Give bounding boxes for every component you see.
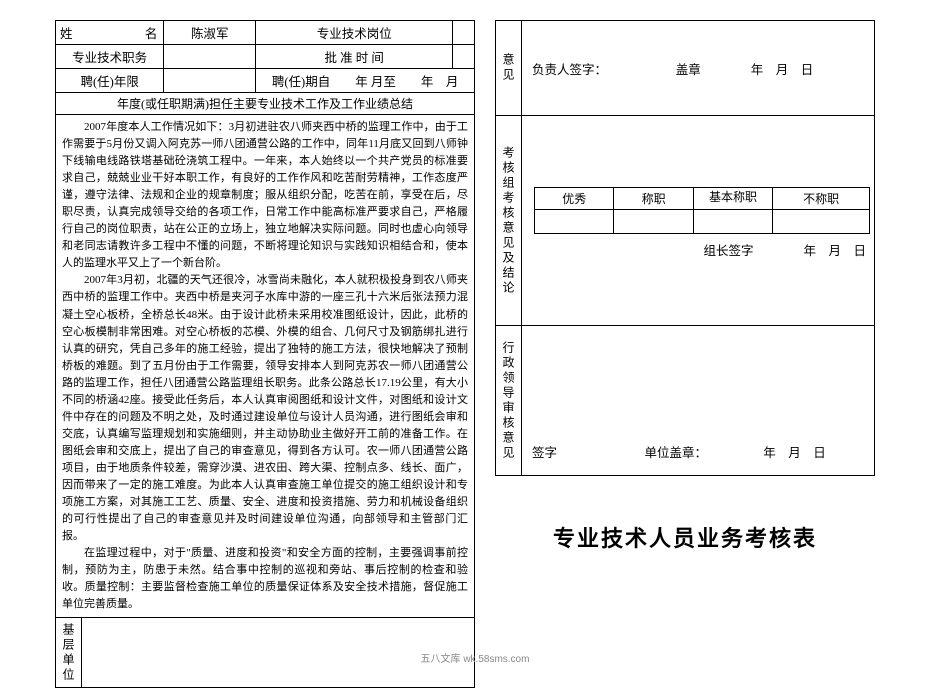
- grade-cell-1: [535, 209, 614, 233]
- label-approve: 批 准 时 间: [256, 45, 453, 69]
- value-protitle: [164, 45, 256, 69]
- row-title: 专业技术职务 批 准 时 间: [56, 45, 475, 69]
- row-admin: 行政领导审核意见 签字 单位盖章： 年 月 日: [496, 326, 875, 476]
- row-term: 聘(任)年限 聘(任)期自 年 月至 年 月: [56, 69, 475, 93]
- label-protitle: 专业技术职务: [56, 45, 164, 69]
- label-eval: 考核组考核意见及结论: [496, 116, 522, 326]
- value-approve: [453, 45, 475, 69]
- grade-cell-3: [693, 209, 772, 233]
- row-body: 2007年度本人工作情况如下：3月初进驻农八师夹西中桥的监理工作中，由于工作需要…: [56, 115, 475, 618]
- para-2: 2007年3月初，北疆的天气还很冷，冰雪尚未融化，本人就积极投身到农八师夹西中桥…: [62, 272, 468, 545]
- grade-incompetent: 不称职: [773, 187, 870, 209]
- label-opinion: 意见: [496, 21, 522, 116]
- value-name: 陈淑军: [164, 21, 256, 45]
- row-name: 姓 名 陈淑军 专业技术岗位: [56, 21, 475, 45]
- eval-content: 优秀 称职 基本称职 不称职 组长签字 年 月 日: [522, 116, 875, 326]
- sig-eval: 组长签字 年 月 日: [530, 240, 866, 259]
- label-period: 聘(任)期自 年 月至 年 月: [256, 69, 475, 93]
- para-1: 2007年度本人工作情况如下：3月初进驻农八师夹西中桥的监理工作中，由于工作需要…: [62, 119, 468, 272]
- eval-grades: 优秀 称职 基本称职 不称职: [534, 187, 870, 234]
- grade-excellent: 优秀: [535, 187, 614, 209]
- form-title: 专业技术人员业务考核表: [495, 521, 875, 553]
- sig-opinion: 负责人签字： 盖章 年 月 日: [522, 21, 875, 116]
- row-section: 年度(或任职期满)担任主要专业技术工作及工作业绩总结: [56, 93, 475, 115]
- label-term: 聘(任)年限: [56, 69, 164, 93]
- sig-admin: 签字 单位盖章： 年 月 日: [522, 326, 875, 476]
- right-table: 意见 负责人签字： 盖章 年 月 日 考核组考核意见及结论 优秀 称职 基本称职…: [495, 20, 875, 476]
- grade-competent: 称职: [614, 187, 693, 209]
- value-term: [164, 69, 256, 93]
- left-table: 姓 名 陈淑军 专业技术岗位 专业技术职务 批 准 时 间 聘(任)年限 聘(任…: [55, 20, 475, 688]
- page-footer: 五八文库 wk.58sms.com: [0, 650, 950, 665]
- left-form: 姓 名 陈淑军 专业技术岗位 专业技术职务 批 准 时 间 聘(任)年限 聘(任…: [55, 20, 475, 688]
- row-eval: 考核组考核意见及结论 优秀 称职 基本称职 不称职: [496, 116, 875, 326]
- label-name: 姓 名: [56, 21, 164, 45]
- section-heading: 年度(或任职期满)担任主要专业技术工作及工作业绩总结: [56, 93, 475, 115]
- value-post: [453, 21, 475, 45]
- row-opinion: 意见 负责人签字： 盖章 年 月 日: [496, 21, 875, 116]
- label-admin: 行政领导审核意见: [496, 326, 522, 476]
- para-3: 在监理过程中，对于"质量、进度和投资"和安全方面的控制，主要强调事前控制，预防为…: [62, 545, 468, 613]
- right-panel: 意见 负责人签字： 盖章 年 月 日 考核组考核意见及结论 优秀 称职 基本称职…: [495, 20, 875, 688]
- grade-basic: 基本称职: [693, 187, 772, 209]
- body-text: 2007年度本人工作情况如下：3月初进驻农八师夹西中桥的监理工作中，由于工作需要…: [56, 115, 475, 618]
- grade-cell-4: [773, 209, 870, 233]
- label-post: 专业技术岗位: [256, 21, 453, 45]
- grade-cell-2: [614, 209, 693, 233]
